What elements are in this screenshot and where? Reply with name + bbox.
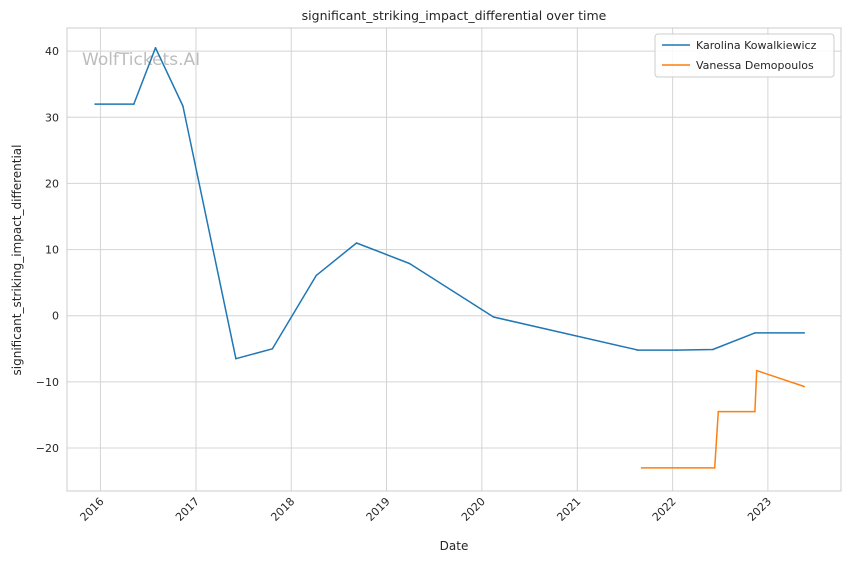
y-axis-ticks: −20 −10 0 10 20 30 40 [36,45,59,455]
data-point [637,349,639,351]
data-point [408,262,411,265]
legend-label-vanessa: Vanessa Demopoulos [696,59,814,72]
legend-box [654,33,835,78]
y-tick-label: 40 [45,45,59,58]
data-point [712,348,714,351]
watermark: WolfTickets.AI [82,50,200,70]
legend-label-karolina: Karolina Kowalkiewicz [696,39,817,52]
grid [67,28,841,491]
data-point [182,105,184,107]
data-point [677,467,679,469]
y-tick-label: −20 [36,442,59,455]
y-tick-label: −10 [36,376,59,389]
data-point [803,332,805,334]
y-tick-label: 0 [52,310,59,323]
data-point [271,348,274,350]
data-point [803,385,805,388]
legend: Karolina Kowalkiewicz Vanessa Demopoulos [654,33,835,78]
data-point [154,47,157,49]
y-tick-label: 10 [45,244,59,257]
chart-title: significant_striking_impact_differential… [302,8,607,23]
plot-area-frame [66,27,842,492]
data-point [713,467,716,469]
data-point [754,332,756,334]
data-point [94,103,96,105]
data-point [717,410,720,413]
data-point [754,410,756,413]
y-tick-label: 20 [45,177,59,190]
data-point [640,467,643,469]
y-axis-title: significant_striking_impact_differential [10,145,24,376]
data-point [355,242,358,244]
y-tick-label: 30 [45,111,59,124]
data-point [235,357,237,360]
data-point [675,349,678,351]
data-point [492,316,495,318]
x-axis-title: Date [440,539,469,553]
data-point [133,103,135,105]
series-lines [94,47,805,469]
data-point [315,274,318,277]
data-point [755,369,758,372]
